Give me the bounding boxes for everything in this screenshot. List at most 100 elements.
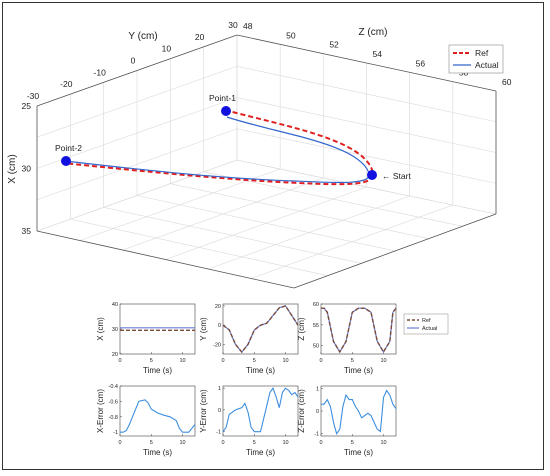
x-tick-label: 35 bbox=[22, 226, 32, 236]
z-axis-line bbox=[236, 34, 497, 92]
x-axis-label: Time (s) bbox=[344, 366, 373, 375]
subplot-4: 0 5 10 -0.4 -0.6 -0.8 -1 Time (s) X-Error (cm) bbox=[96, 384, 196, 457]
y-tick-label: -20 bbox=[213, 342, 221, 348]
point-2-marker bbox=[61, 156, 71, 166]
annotation-point-1: Point-1 bbox=[209, 93, 236, 103]
y-axis-label: X-Error (cm) bbox=[96, 389, 105, 433]
error-series-line bbox=[321, 389, 397, 435]
x-tick-label: 0 bbox=[319, 440, 322, 446]
x-tick-label: 10 bbox=[179, 440, 185, 446]
subplot-axes-box bbox=[119, 385, 196, 437]
y-tick-label: 0 bbox=[218, 323, 221, 329]
grid-line bbox=[236, 128, 497, 184]
x-axis-label: Time (s) bbox=[143, 448, 172, 457]
y-tick-label: 50 bbox=[313, 344, 319, 350]
y-axis-line bbox=[36, 34, 238, 107]
y-tick-label: 1 bbox=[316, 386, 319, 392]
y-tick-label: 55 bbox=[313, 323, 319, 329]
grid-line bbox=[236, 97, 497, 153]
3d-trajectory-plot: -30-20-10010203048505254565860253035Y (c… bbox=[7, 20, 512, 289]
x-tick-label: 10 bbox=[282, 358, 288, 364]
x-tick-label: 0 bbox=[319, 358, 322, 364]
y-axis-label: X (cm) bbox=[96, 317, 105, 341]
x-tick-label: 0 bbox=[221, 440, 224, 446]
grid-line bbox=[36, 159, 238, 232]
x-tick-label: 5 bbox=[351, 358, 354, 364]
y-tick-label: -10 bbox=[94, 67, 107, 77]
legend-actual-label: Actual bbox=[422, 326, 437, 332]
legend-ref-label: Ref bbox=[422, 318, 431, 324]
legend-ref-label: Ref bbox=[475, 48, 489, 58]
y-axis-label: Z (cm) bbox=[297, 317, 306, 340]
x-axis-label: Time (s) bbox=[246, 366, 275, 375]
x-tick-label: 10 bbox=[179, 358, 185, 364]
z-tick-label: 60 bbox=[502, 77, 512, 87]
grid-line bbox=[36, 128, 238, 201]
z-tick-label: 50 bbox=[286, 30, 296, 40]
grid-line bbox=[208, 195, 410, 270]
grid-line bbox=[79, 168, 281, 241]
y-axis-label: Z-Error (cm) bbox=[297, 389, 306, 433]
y-axis-label: Y (cm) bbox=[199, 317, 208, 341]
annotation-start: ← Start bbox=[382, 171, 411, 181]
y-tick-label: -30 bbox=[27, 91, 40, 101]
x-tick-label: 5 bbox=[150, 358, 153, 364]
y-tick-label: 20 bbox=[112, 352, 118, 358]
actual-series-line bbox=[321, 307, 397, 354]
y-tick-label: 30 bbox=[228, 20, 238, 30]
floor-edge bbox=[293, 213, 497, 289]
x-axis-label: Time (s) bbox=[344, 448, 373, 457]
z-tick-label: 52 bbox=[329, 40, 339, 50]
y-tick-label: 20 bbox=[195, 32, 205, 42]
x-tick-label: 30 bbox=[22, 164, 32, 174]
point-1-marker bbox=[221, 106, 231, 116]
grid-line bbox=[122, 177, 324, 251]
subplot-axes-box bbox=[222, 385, 299, 437]
y-tick-label: -0.8 bbox=[109, 415, 118, 421]
x-tick-label: 0 bbox=[118, 440, 121, 446]
figure-frame: -30-20-10010203048505254565860253035Y (c… bbox=[2, 2, 544, 470]
x-tick-label: 5 bbox=[253, 440, 256, 446]
error-series-line bbox=[120, 399, 196, 433]
start-marker bbox=[367, 170, 377, 180]
grid-line bbox=[251, 204, 453, 279]
floor-edge bbox=[36, 230, 295, 289]
x-tick-label: 5 bbox=[150, 440, 153, 446]
y-axis-label: Y-Error (cm) bbox=[199, 389, 208, 433]
y-tick-label: -1 bbox=[113, 430, 118, 436]
y-axis-label: Y (cm) bbox=[128, 31, 157, 42]
x-tick-label: 5 bbox=[351, 440, 354, 446]
subplot-3: 0 5 10 50 55 60 Time (s) Z (cm) Ref Actual bbox=[297, 302, 449, 375]
grid-line bbox=[36, 97, 238, 169]
annotation-point-2: Point-2 bbox=[55, 143, 82, 153]
y-tick-label: -0.6 bbox=[109, 399, 118, 405]
grid-line bbox=[36, 65, 238, 138]
error-series-line bbox=[222, 387, 299, 433]
ref-series-line bbox=[222, 305, 299, 354]
subplot-axes-box bbox=[119, 303, 196, 355]
y-tick-label: 30 bbox=[112, 327, 118, 333]
y-tick-label: -0.4 bbox=[109, 384, 118, 390]
y-tick-label: -1 bbox=[216, 430, 221, 436]
y-tick-label: -1 bbox=[314, 432, 319, 438]
figure-canvas: -30-20-10010203048505254565860253035Y (c… bbox=[7, 20, 512, 457]
x-tick-label: 5 bbox=[253, 358, 256, 364]
legend-actual-label: Actual bbox=[475, 60, 499, 70]
y-tick-label: 60 bbox=[313, 302, 319, 308]
subplot-2: 0 5 10 -20 0 20 Time (s) Y (cm) bbox=[199, 303, 299, 375]
y-tick-label: 0 bbox=[131, 56, 136, 66]
y-tick-label: 10 bbox=[162, 44, 172, 54]
y-tick-label: 0 bbox=[316, 409, 319, 415]
x-axis-label: Time (s) bbox=[246, 448, 275, 457]
x-tick-label: 10 bbox=[380, 440, 386, 446]
y-tick-label: 1 bbox=[218, 386, 221, 392]
y-tick-label: 20 bbox=[215, 304, 221, 310]
x-tick-label: 10 bbox=[380, 358, 386, 364]
z-axis-label: Z (cm) bbox=[359, 27, 388, 38]
actual-trajectory-line bbox=[64, 116, 370, 184]
x-tick-label: 0 bbox=[221, 358, 224, 364]
legend-box bbox=[403, 313, 449, 335]
